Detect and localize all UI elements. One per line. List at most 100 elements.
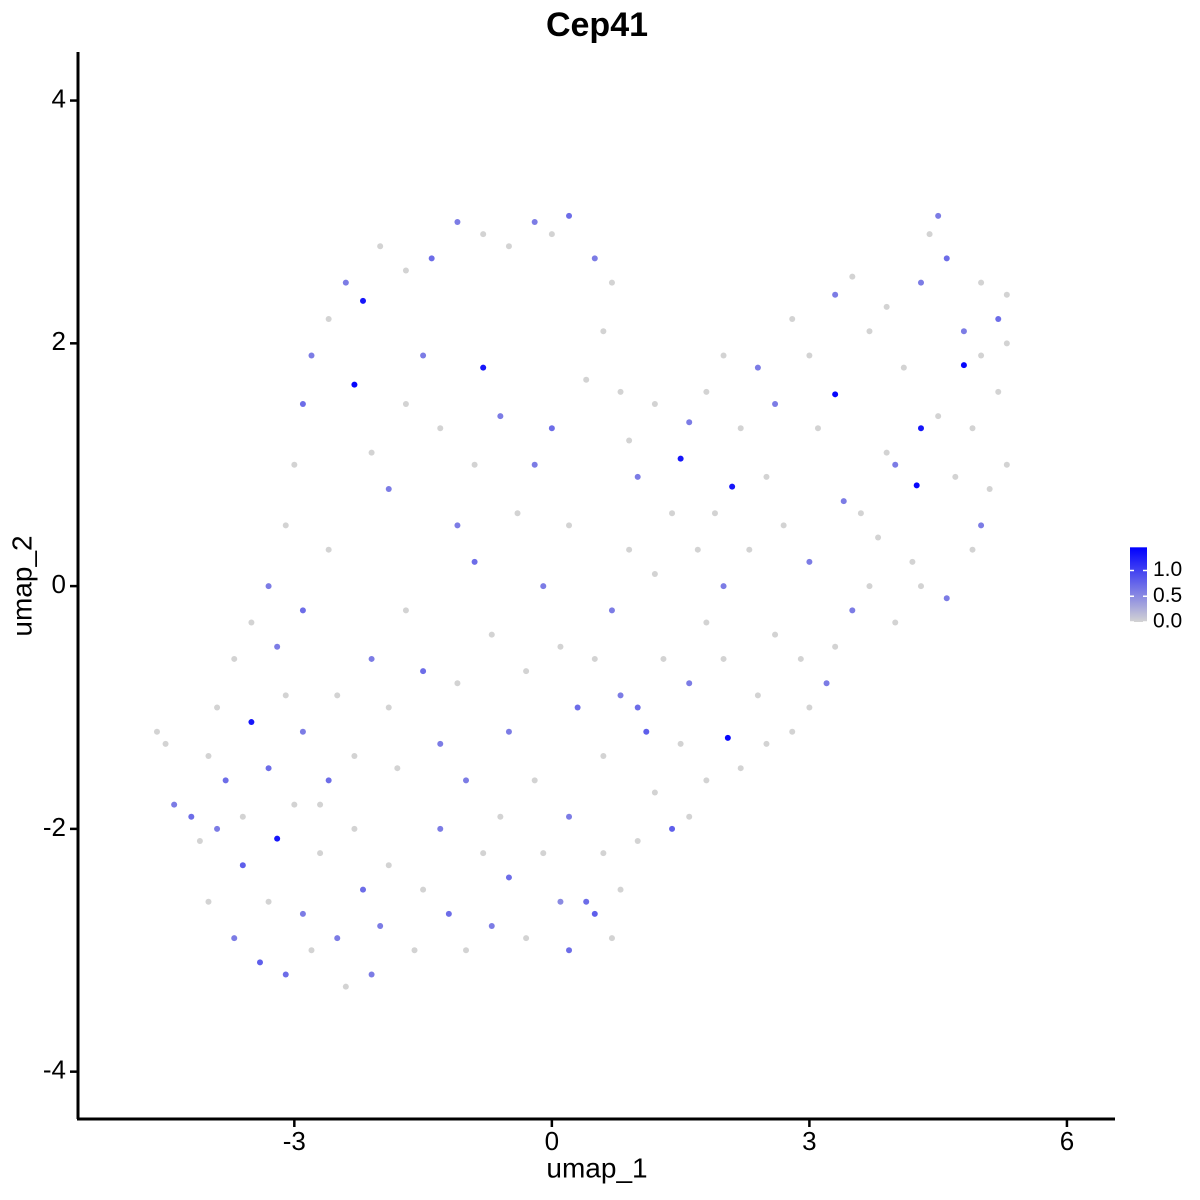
point: [420, 352, 427, 359]
point: [523, 935, 530, 942]
y-axis-title: umap_2: [6, 535, 37, 636]
y-tick-label: 0: [52, 569, 66, 599]
point: [917, 425, 924, 432]
point: [454, 680, 461, 687]
point: [325, 777, 332, 784]
point: [686, 813, 693, 820]
point: [308, 352, 315, 359]
point: [437, 825, 444, 832]
point: [969, 546, 976, 553]
point: [591, 910, 598, 917]
point: [566, 813, 573, 820]
point: [875, 534, 882, 541]
point: [334, 692, 341, 699]
point: [626, 437, 633, 444]
point: [557, 898, 564, 905]
point: [608, 279, 615, 286]
y-tick-label: 4: [52, 83, 66, 113]
point: [325, 546, 332, 553]
point: [1003, 340, 1010, 347]
point: [943, 595, 950, 602]
point: [703, 619, 710, 626]
point: [724, 734, 731, 741]
point: [334, 935, 341, 942]
point: [196, 838, 203, 845]
point: [523, 668, 530, 675]
point: [531, 218, 538, 225]
point: [497, 413, 504, 420]
point: [471, 461, 478, 468]
point: [265, 583, 272, 590]
point: [548, 425, 555, 432]
point: [531, 777, 538, 784]
point: [1003, 461, 1010, 468]
point: [917, 279, 924, 286]
x-tick-label: -3: [283, 1126, 306, 1156]
point: [634, 473, 641, 480]
point: [669, 825, 676, 832]
point: [600, 850, 607, 857]
point: [420, 668, 427, 675]
point: [291, 461, 298, 468]
point: [806, 704, 813, 711]
point: [531, 461, 538, 468]
legend-label: 0.5: [1153, 584, 1182, 607]
point: [540, 583, 547, 590]
y-tick-label: -4: [43, 1055, 66, 1085]
point: [299, 910, 306, 917]
point: [634, 704, 641, 711]
point: [505, 874, 512, 881]
point: [617, 692, 624, 699]
point: [814, 425, 821, 432]
point: [789, 316, 796, 323]
point: [720, 352, 727, 359]
point: [394, 765, 401, 772]
point: [677, 740, 684, 747]
point: [754, 364, 761, 371]
point: [514, 510, 521, 517]
point: [694, 546, 701, 553]
point: [978, 352, 985, 359]
point: [1003, 291, 1010, 298]
point: [299, 401, 306, 408]
point: [256, 959, 263, 966]
point: [351, 753, 358, 760]
point: [480, 364, 487, 371]
point: [566, 947, 573, 954]
point: [231, 655, 238, 662]
point: [282, 692, 289, 699]
point: [763, 740, 770, 747]
point: [608, 607, 615, 614]
point: [188, 813, 195, 820]
point: [754, 692, 761, 699]
point: [385, 485, 392, 492]
point: [471, 558, 478, 565]
point: [943, 255, 950, 262]
point: [866, 328, 873, 335]
point: [557, 643, 564, 650]
point: [308, 947, 315, 954]
point: [978, 522, 985, 529]
point: [248, 719, 255, 726]
point: [832, 291, 839, 298]
point: [402, 267, 409, 274]
point: [608, 935, 615, 942]
point: [651, 570, 658, 577]
point: [832, 391, 839, 398]
point: [265, 898, 272, 905]
point: [299, 728, 306, 735]
point: [591, 655, 598, 662]
point: [913, 482, 920, 489]
point: [737, 765, 744, 772]
point: [480, 231, 487, 238]
point: [806, 352, 813, 359]
point: [231, 935, 238, 942]
point: [772, 631, 779, 638]
point: [883, 303, 890, 310]
point: [566, 212, 573, 219]
point: [282, 971, 289, 978]
point: [222, 777, 229, 784]
point: [849, 273, 856, 280]
point: [497, 813, 504, 820]
point: [402, 607, 409, 614]
